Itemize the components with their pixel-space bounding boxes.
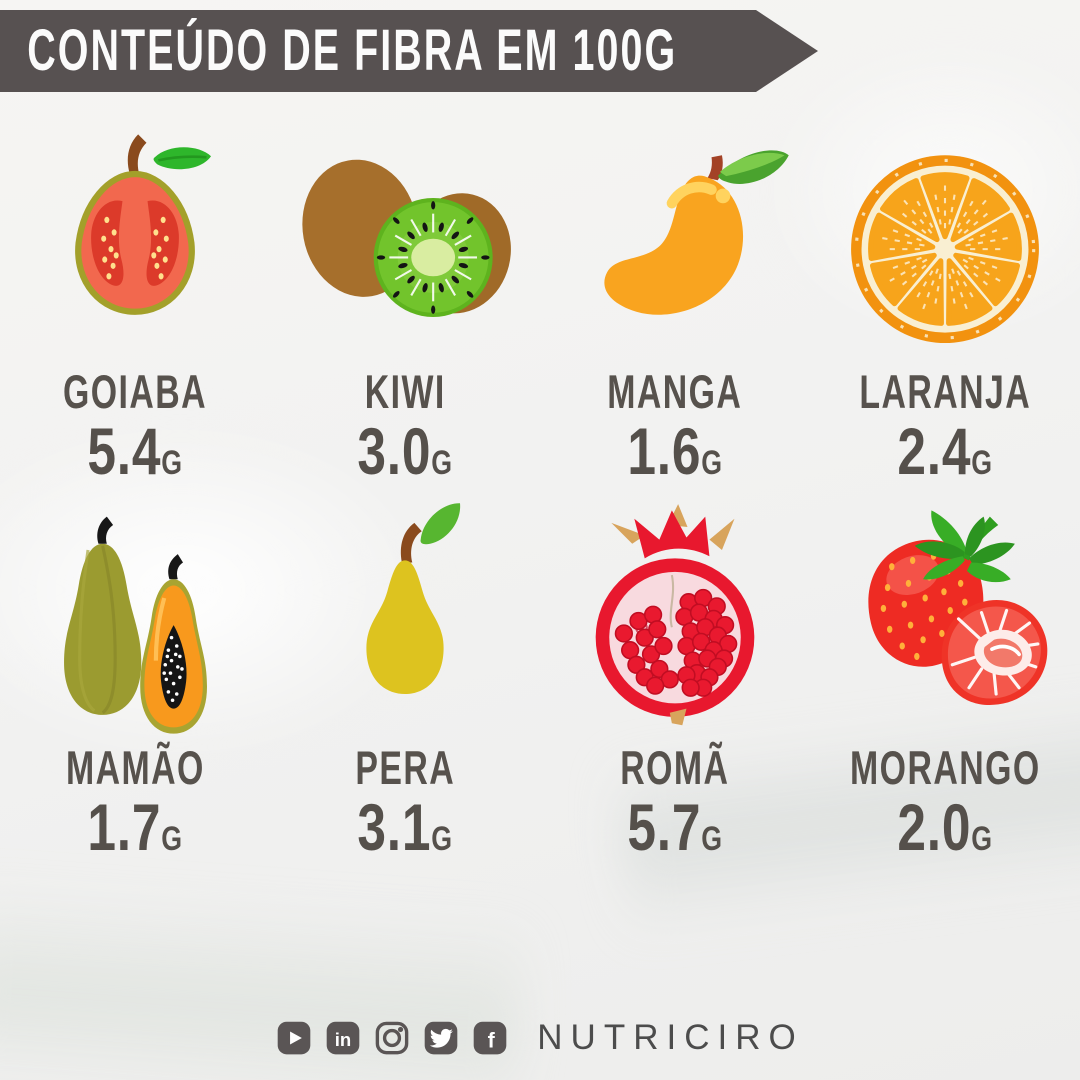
kiwi-icon — [285, 126, 525, 366]
fruit-value-number: 2.0 — [897, 790, 972, 864]
strawberry-icon — [825, 502, 1065, 742]
fruit-value-number: 5.7 — [627, 790, 702, 864]
fruit-name: PERA — [355, 741, 455, 794]
fruit-value: 3.1G — [358, 794, 453, 864]
fruit-value-unit: G — [701, 444, 723, 482]
fruit-card-goiaba: GOIABA 5.4G — [0, 126, 270, 488]
fruit-value-number: 2.4 — [897, 414, 972, 488]
svg-text:in: in — [335, 1029, 351, 1050]
footer: in f NUTRICIRO — [0, 1018, 1080, 1058]
orange-icon — [825, 126, 1065, 366]
linkedin-icon[interactable]: in — [325, 1020, 361, 1056]
fruit-value: 1.7G — [88, 794, 183, 864]
fruit-value-unit: G — [701, 820, 723, 858]
page-title: CONTEÚDO DE FIBRA EM 100G — [27, 18, 678, 83]
fruit-card-mamao: MAMÃO 1.7G — [0, 502, 270, 864]
fruit-card-manga: MANGA 1.6G — [540, 126, 810, 488]
pomegranate-icon — [555, 502, 795, 742]
fruit-value-number: 3.0 — [357, 414, 432, 488]
fruit-value: 1.6G — [628, 418, 723, 488]
fruit-value-unit: G — [161, 444, 183, 482]
mango-icon — [555, 126, 795, 366]
fruit-name: LARANJA — [859, 365, 1031, 418]
fruit-name: GOIABA — [63, 365, 207, 418]
twitter-icon[interactable] — [423, 1020, 459, 1056]
fruit-value: 2.4G — [898, 418, 993, 488]
fruit-value: 2.0G — [898, 794, 993, 864]
fruit-value-unit: G — [971, 820, 993, 858]
fruit-value-number: 1.7 — [87, 790, 162, 864]
fruit-name: MAMÃO — [65, 741, 205, 794]
fruit-card-laranja: LARANJA 2.4G — [810, 126, 1080, 488]
fruit-name: MORANGO — [849, 741, 1041, 794]
fruit-name: KIWI — [364, 365, 446, 418]
fruit-value: 5.7G — [628, 794, 723, 864]
fruit-value-unit: G — [431, 820, 453, 858]
fruit-card-pera: PERA 3.1G — [270, 502, 540, 864]
pear-icon — [285, 502, 525, 742]
fruit-value: 5.4G — [88, 418, 183, 488]
papaya-icon — [15, 502, 255, 742]
fruit-value-number: 1.6 — [627, 414, 702, 488]
fruit-value-number: 5.4 — [87, 414, 162, 488]
fruit-grid: GOIABA 5.4G — [0, 126, 1080, 864]
svg-text:f: f — [488, 1029, 496, 1053]
fruit-value-unit: G — [161, 820, 183, 858]
guava-icon — [15, 126, 255, 366]
title-banner: CONTEÚDO DE FIBRA EM 100G — [0, 10, 818, 92]
instagram-icon[interactable] — [374, 1020, 410, 1056]
fruit-name: MANGA — [607, 365, 743, 418]
fruit-name: ROMÃ — [620, 741, 730, 794]
brand-name: NUTRICIRO — [537, 1018, 804, 1057]
youtube-icon[interactable] — [276, 1020, 312, 1056]
fruit-card-morango: MORANGO 2.0G — [810, 502, 1080, 864]
fruit-value-number: 3.1 — [357, 790, 432, 864]
fruit-value: 3.0G — [358, 418, 453, 488]
fruit-value-unit: G — [431, 444, 453, 482]
fruit-card-kiwi: KIWI 3.0G — [270, 126, 540, 488]
facebook-icon[interactable]: f — [472, 1020, 508, 1056]
fruit-value-unit: G — [971, 444, 993, 482]
fruit-card-roma: ROMÃ 5.7G — [540, 502, 810, 864]
